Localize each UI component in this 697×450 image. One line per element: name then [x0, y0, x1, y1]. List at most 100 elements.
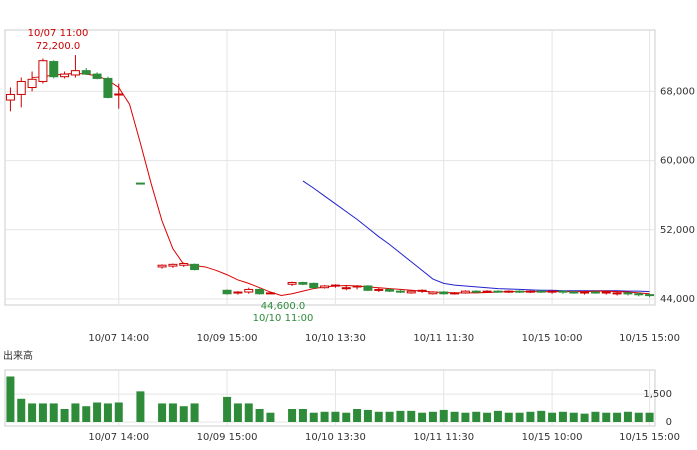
volume-bar [418, 412, 427, 422]
candle-body [395, 290, 405, 293]
volume-bar [266, 412, 275, 422]
volume-bar [428, 411, 437, 422]
candle-body [103, 77, 113, 98]
candle-body [471, 290, 481, 293]
candle-body [493, 290, 503, 293]
x-tick-label: 10/07 14:00 [88, 432, 149, 443]
candle-body [612, 292, 622, 295]
volume-bar [223, 396, 232, 422]
volume-bar [168, 403, 177, 422]
volume-bar [28, 403, 37, 422]
volume-bar [407, 410, 416, 422]
y-tick-label: 52,000 [660, 225, 695, 236]
candle-body [179, 262, 189, 266]
volume-bar [645, 412, 654, 422]
candle-body [406, 290, 416, 294]
volume-bar [233, 403, 242, 422]
candle-body [439, 291, 449, 295]
price-frame [4, 29, 656, 306]
candle-body [352, 285, 362, 288]
x-tick-label: 10/11 11:30 [413, 333, 474, 344]
moving-average [32, 72, 650, 296]
candle-body [49, 61, 59, 78]
candle-body [38, 60, 48, 82]
volume-bar [634, 412, 643, 422]
volume-bar [591, 411, 600, 422]
volume-bar [49, 403, 58, 422]
candle-body [255, 288, 265, 295]
y-tick-label: 68,000 [660, 86, 695, 97]
volume-bar [353, 409, 362, 422]
volume-bar [396, 410, 405, 422]
candle-body [525, 290, 535, 293]
candle-body [287, 282, 297, 285]
candle-body [450, 292, 460, 295]
volume-bar [331, 411, 340, 422]
volume-bar [537, 410, 546, 422]
volume-bar [158, 403, 167, 422]
volume-bar [623, 411, 632, 422]
volume-bar [374, 411, 383, 422]
volume-bar [526, 411, 535, 422]
volume-bar [493, 410, 502, 422]
candle-body [92, 73, 102, 79]
volume-bar [580, 413, 589, 422]
volume-bar [309, 412, 318, 422]
volume-bar [71, 403, 80, 422]
candle-body [157, 264, 167, 268]
low-marker-time: 10/10 11:00 [253, 313, 314, 324]
candle-body [482, 290, 492, 293]
volume-bar [288, 409, 297, 422]
candle-body [341, 287, 351, 290]
volume-bar [190, 403, 199, 422]
high-marker-value: 72,200.0 [36, 41, 81, 52]
x-tick-label: 10/11 11:30 [413, 432, 474, 443]
candle-body [601, 291, 611, 294]
candle-body [81, 70, 91, 75]
volume-bar [569, 412, 578, 422]
candle-body [190, 263, 200, 271]
candle-body [244, 288, 254, 293]
candle-body [547, 290, 557, 293]
candle-body [580, 291, 590, 294]
candle-body [309, 282, 319, 289]
volume-bar [450, 411, 459, 422]
candle-body [385, 288, 395, 292]
x-tick-label: 10/15 10:00 [522, 333, 583, 344]
candle-body [265, 292, 275, 295]
volume-bar [613, 412, 622, 422]
candle-body [16, 80, 26, 95]
volume-bar [82, 406, 91, 422]
volume-bar [472, 411, 481, 422]
x-tick-label: 10/09 15:00 [197, 333, 258, 344]
volume-bar [363, 409, 372, 422]
volume-title: 出来高 [3, 349, 33, 362]
y-tick-label: 60,000 [660, 156, 695, 167]
volume-bar [6, 376, 15, 422]
high-marker-time: 10/07 11:00 [28, 28, 89, 39]
y-tick-label: 44,000 [660, 294, 695, 305]
volume-bar [320, 411, 329, 422]
candle-body [114, 93, 124, 96]
volume-bar [558, 411, 567, 422]
candle-body [623, 292, 633, 295]
volume-bar [602, 412, 611, 422]
volume-bar [515, 412, 524, 422]
candle-body [298, 282, 308, 285]
candle-body [233, 291, 243, 294]
volume-bar [103, 403, 112, 422]
candle-body [5, 93, 15, 101]
candle-body [135, 182, 145, 185]
volume-bar [179, 406, 188, 422]
volume-bar [342, 412, 351, 422]
candle-body [590, 291, 600, 294]
x-tick-label: 10/07 14:00 [88, 333, 149, 344]
candle-body [634, 293, 644, 296]
candle-body [569, 291, 579, 294]
candle-body [222, 289, 232, 295]
candle-body [374, 288, 384, 291]
volume-bar [504, 412, 513, 422]
moving-average [302, 180, 650, 293]
volume-bar [255, 409, 264, 422]
